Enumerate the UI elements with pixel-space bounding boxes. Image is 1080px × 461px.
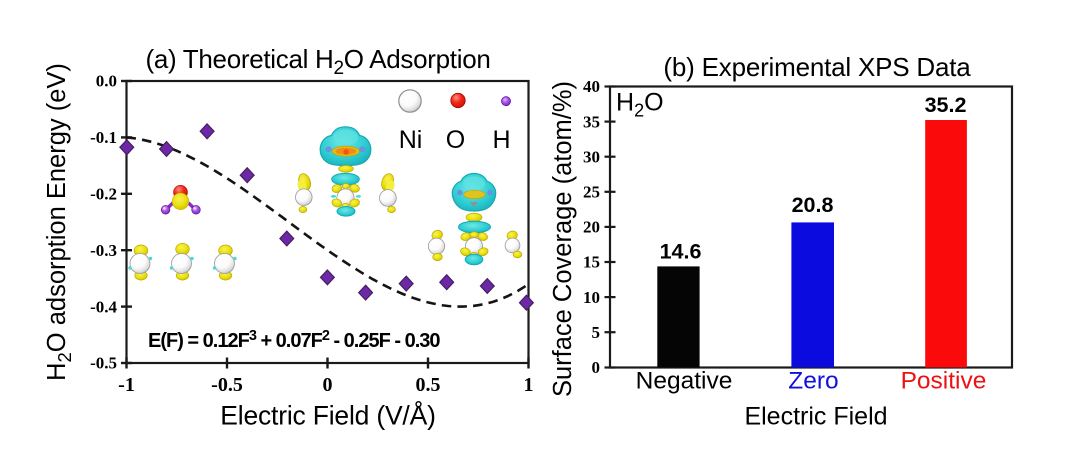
svg-text:40: 40: [583, 77, 600, 96]
svg-text:-0.3: -0.3: [90, 241, 117, 260]
svg-text:Electric Field (V/Å): Electric Field (V/Å): [220, 401, 435, 431]
svg-text:O: O: [446, 126, 465, 154]
svg-text:-1: -1: [118, 374, 135, 396]
svg-text:0: 0: [323, 374, 333, 396]
svg-text:H2O: H2O: [616, 89, 664, 121]
svg-text:E(F) = 0.12F3 + 0.07F2 - 0.25F: E(F) = 0.12F3 + 0.07F2 - 0.25F - 0.30: [148, 328, 440, 352]
svg-text:0.5: 0.5: [416, 374, 441, 396]
svg-text:Surface Coverage (atom/%): Surface Coverage (atom/%): [549, 81, 577, 397]
svg-text:Zero: Zero: [788, 368, 838, 395]
svg-text:(a) Theoretical H2O Adsorption: (a) Theoretical H2O Adsorption: [145, 44, 490, 79]
svg-text:0: 0: [592, 358, 601, 377]
svg-text:Negative: Negative: [636, 368, 733, 395]
svg-text:14.6: 14.6: [660, 240, 702, 264]
svg-text:H: H: [492, 126, 510, 154]
svg-text:Ni: Ni: [399, 126, 423, 154]
svg-text:35.2: 35.2: [925, 93, 967, 117]
svg-text:20.8: 20.8: [792, 193, 834, 217]
svg-text:20: 20: [583, 218, 600, 237]
svg-text:-0.5: -0.5: [211, 374, 243, 396]
svg-text:-0.2: -0.2: [90, 185, 117, 204]
svg-text:-0.1: -0.1: [90, 128, 117, 147]
svg-text:-0.4: -0.4: [90, 297, 117, 316]
svg-text:Positive: Positive: [901, 368, 987, 395]
svg-text:30: 30: [583, 147, 600, 166]
svg-text:Electric Field: Electric Field: [744, 403, 887, 431]
svg-text:(b) Experimental XPS Data: (b) Experimental XPS Data: [663, 52, 971, 82]
svg-text:1: 1: [524, 374, 534, 396]
svg-text:25: 25: [583, 183, 600, 202]
svg-text:H2O adsorption Energy (eV): H2O adsorption Energy (eV): [43, 63, 75, 381]
svg-text:-0.5: -0.5: [90, 354, 117, 373]
svg-text:15: 15: [583, 253, 600, 272]
svg-text:10: 10: [583, 288, 600, 307]
svg-text:0.0: 0.0: [96, 72, 117, 91]
svg-text:35: 35: [583, 112, 600, 131]
svg-text:5: 5: [592, 323, 601, 342]
